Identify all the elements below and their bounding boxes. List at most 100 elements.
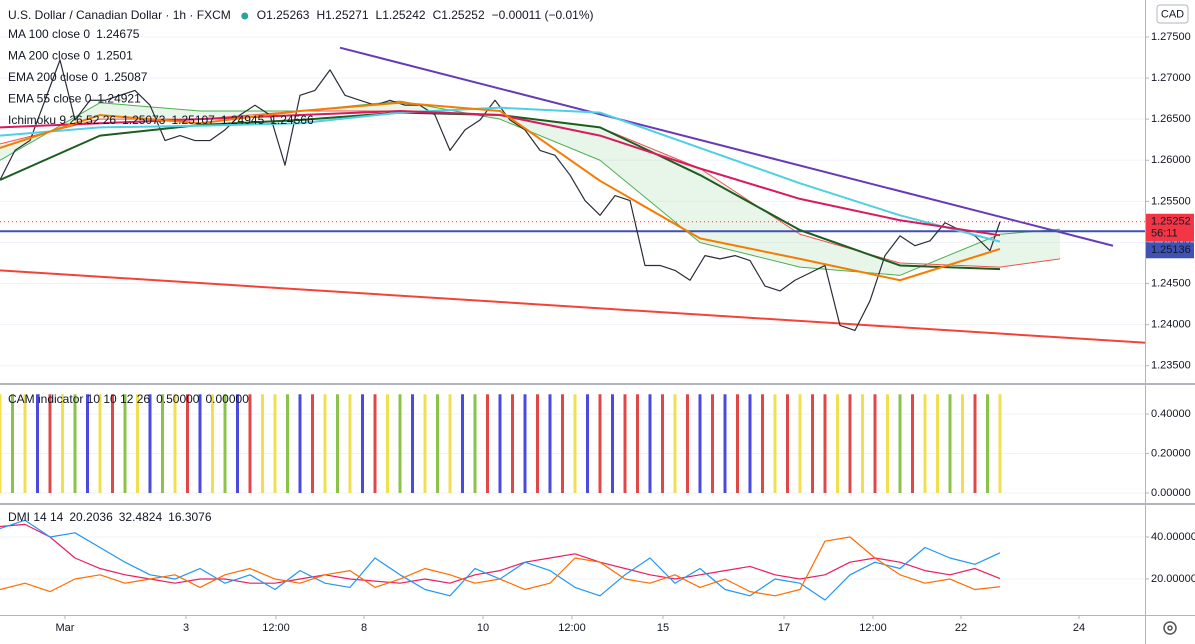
cam-bar — [461, 394, 464, 494]
cam-bar — [198, 394, 202, 494]
y-tick-label: 1.24500 — [1151, 277, 1191, 289]
cam-bar — [661, 394, 664, 494]
y-tick-label: 1.26000 — [1151, 154, 1191, 166]
y-tick-label: 1.27000 — [1151, 72, 1191, 84]
y-tick-label: 1.24000 — [1151, 319, 1191, 331]
hline-price-box — [1146, 242, 1194, 259]
legend-value: 0.00000 — [205, 392, 249, 406]
cam-bar — [448, 394, 452, 494]
cam-bar — [136, 394, 139, 494]
quote-value: L1.25242 — [376, 8, 426, 22]
cam-bar — [523, 394, 527, 494]
indicator-line — [0, 101, 1001, 282]
x-tick-label: 10 — [477, 622, 489, 634]
gear-hub — [1167, 625, 1173, 631]
ichimoku-span-a — [0, 100, 1061, 276]
cam-bar — [986, 394, 989, 494]
legend-value: 0.50000 — [156, 392, 200, 406]
cam-bar — [486, 394, 489, 494]
legend-value: 1.25073 — [122, 113, 166, 127]
cam-bar — [211, 394, 214, 494]
x-tick-label: 3 — [183, 622, 189, 634]
cam-bar — [273, 394, 277, 494]
cam-bar — [673, 394, 677, 494]
settings-icon[interactable] — [1163, 621, 1177, 635]
cam-bar — [86, 394, 89, 494]
cam-bar — [173, 394, 177, 494]
price-line — [0, 523, 1001, 584]
x-tick-label: Mar — [56, 622, 75, 634]
cam-bar — [361, 394, 364, 494]
cam-bar — [48, 394, 52, 494]
cam-bar — [748, 394, 752, 494]
gear-ring — [1163, 621, 1177, 635]
cam-bar — [536, 394, 539, 494]
cam-bar — [723, 394, 727, 494]
cam-bar — [311, 394, 314, 494]
cam-bar — [836, 394, 839, 494]
cam-bar — [761, 394, 764, 494]
cam-bar — [298, 394, 302, 494]
legend-value: 16.3076 — [168, 510, 212, 524]
hline-price-label: 1.25136 — [1151, 244, 1191, 256]
legend-name: MA 100 close 0 — [8, 27, 90, 41]
trend-line — [339, 46, 1114, 247]
cam-bar — [223, 394, 227, 494]
x-tick-label: 8 — [361, 622, 367, 634]
x-tick-label: 15 — [657, 622, 669, 634]
cam-bar — [148, 394, 152, 494]
cam-bar — [248, 394, 252, 494]
cam-bar — [498, 394, 502, 494]
legend-name: EMA 200 close 0 — [8, 70, 98, 84]
cam-bar — [548, 394, 552, 494]
cam-bar — [848, 394, 852, 494]
cam-bar — [386, 394, 389, 494]
cam-bar — [286, 394, 289, 494]
cam-bar — [636, 394, 639, 494]
chart-title: U.S. Dollar / Canadian Dollar · 1h · FXC… — [8, 8, 231, 22]
cam-bar — [561, 394, 564, 494]
cam-bar — [111, 394, 114, 494]
cam-bar — [886, 394, 889, 494]
cam-bar — [923, 394, 927, 494]
cam-bar — [686, 394, 689, 494]
cam-bar — [11, 394, 14, 494]
legend-name: Ichimoku 9 26 52 26 — [8, 113, 116, 127]
cam-bar — [611, 394, 614, 494]
cam-bar — [811, 394, 814, 494]
indicator-line — [0, 106, 1001, 243]
cam-bar — [23, 394, 27, 494]
x-tick-label: 12:00 — [558, 622, 586, 634]
cam-bar — [573, 394, 577, 494]
quote-value: C1.25252 — [433, 8, 485, 22]
countdown: 56:11 — [1151, 228, 1178, 240]
cam-bar — [336, 394, 339, 494]
legend-value: 1.2501 — [96, 49, 133, 63]
y-tick-label: 1.27500 — [1151, 31, 1191, 43]
currency-box[interactable] — [1156, 4, 1189, 24]
status-dot — [241, 12, 249, 20]
cam-bar — [898, 394, 902, 494]
cam-bar — [598, 394, 602, 494]
cam-bar — [936, 394, 939, 494]
cam-bar — [648, 394, 652, 494]
cam-bar — [711, 394, 714, 494]
quote-value: O1.25263 — [257, 8, 310, 22]
legend-value: 20.2036 — [69, 510, 113, 524]
cam-bar — [823, 394, 827, 494]
cam-bar — [786, 394, 789, 494]
quote-value: H1.25271 — [316, 8, 368, 22]
cam-bar — [736, 394, 739, 494]
y-tick-label: 0.00000 — [1151, 487, 1191, 499]
y-tick-label: 0.40000 — [1151, 408, 1191, 420]
quote-value: −0.00011 (−0.01%) — [492, 8, 594, 22]
legend-name: EMA 55 close 0 — [8, 92, 92, 106]
cam-bar — [861, 394, 864, 494]
legend-name: MA 200 close 0 — [8, 49, 90, 63]
cam-bar — [998, 394, 1002, 494]
legend-value: 1.24921 — [97, 92, 141, 106]
legend-name: DMI 14 14 — [8, 510, 64, 524]
cam-bar — [948, 394, 952, 494]
